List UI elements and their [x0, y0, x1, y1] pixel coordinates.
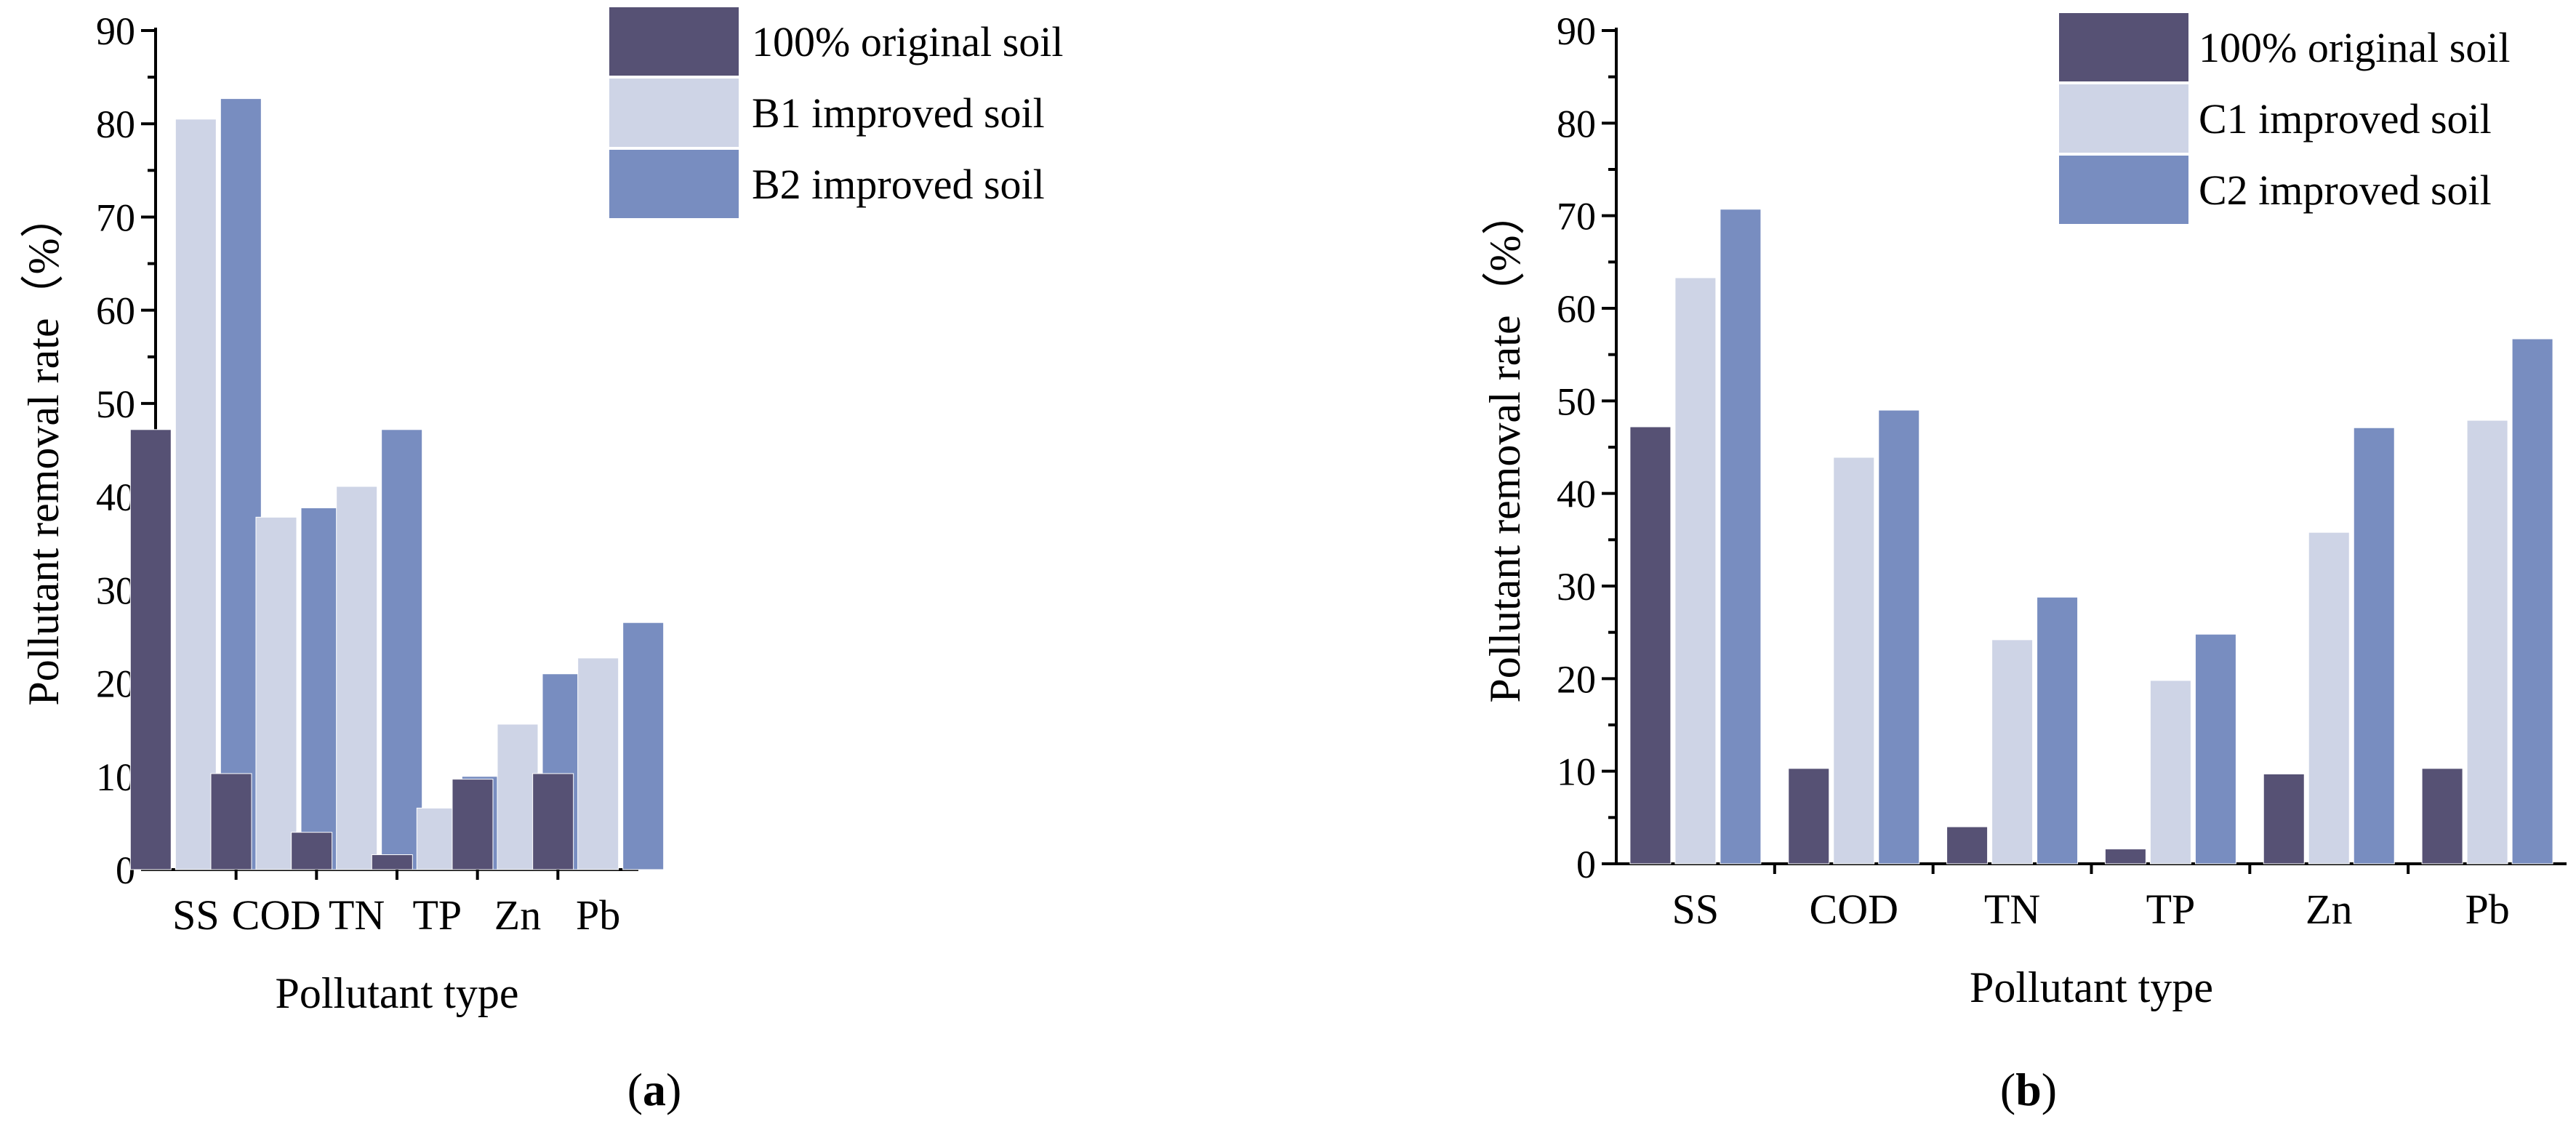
y-tick-label: 50 [96, 382, 135, 426]
legend-label: 100% original soil [2199, 24, 2511, 71]
bar-tp-series-3 [2194, 633, 2236, 865]
legend-label: C2 improved soil [2199, 167, 2492, 214]
y-tick-label: 70 [96, 196, 135, 239]
x-category-label: Zn [2306, 886, 2352, 933]
bar-tn-series-1 [291, 832, 333, 870]
x-category-label: COD [1810, 886, 1898, 933]
legend-swatch [609, 150, 739, 218]
x-category-label: TN [1984, 886, 2040, 933]
y-tick-label: 80 [1557, 102, 1596, 145]
y-tick-label: 30 [96, 569, 135, 612]
bar-ss-series-1 [1629, 426, 1672, 865]
y-tick-label: 10 [96, 755, 135, 799]
x-category-label: SS [172, 891, 220, 939]
bar-cod-series-1 [210, 773, 252, 870]
bar-cod-series-2 [255, 516, 297, 870]
y-tick-label: 0 [1576, 843, 1596, 886]
x-category-label: COD [232, 891, 321, 939]
x-category-label: TP [412, 891, 462, 939]
x-axis-title: Pollutant type [276, 969, 519, 1017]
chart-panel-b: 0 10 20 30 40 50 60 70 80 90 SS COD TN TP Zn Pb Pollutan… [1481, 9, 2567, 1115]
legend-swatch [2059, 84, 2188, 153]
bar-ss-series-1 [129, 429, 172, 870]
bar-cod-series-3 [300, 507, 342, 870]
y-tick-label: 80 [96, 103, 135, 146]
y-tick-label: 10 [1557, 750, 1596, 794]
bar-cod-series-1 [1788, 768, 1830, 865]
x-category-label: TN [329, 891, 385, 939]
legend-swatch [2059, 13, 2188, 81]
bar-pb-series-1 [2421, 768, 2463, 865]
bar-tp-series-2 [416, 807, 458, 870]
x-category-label: SS [1672, 886, 1720, 933]
y-tick-label: 60 [1557, 287, 1596, 331]
legend-label: B1 improved soil [752, 89, 1045, 137]
bar-zn-series-2 [497, 723, 539, 870]
bar-zn-series-1 [2263, 773, 2305, 865]
bar-zn-series-2 [2308, 532, 2350, 865]
x-axis-title: Pollutant type [1970, 963, 2213, 1011]
bar-cod-series-3 [1878, 409, 1920, 865]
bar-tp-series-1 [2104, 849, 2146, 865]
bar-tn-series-2 [336, 486, 378, 870]
panel-label: (a) [627, 1064, 682, 1115]
y-tick-label: 20 [96, 662, 135, 706]
bar-tn-series-3 [2037, 596, 2079, 865]
x-category-label: Zn [494, 891, 541, 939]
bar-zn-series-3 [2353, 427, 2395, 865]
y-tick-label: 90 [1557, 9, 1596, 53]
y-tick-label: 70 [1557, 195, 1596, 238]
x-category-label: Pb [2465, 886, 2509, 933]
bar-pb-series-3 [622, 622, 665, 870]
bar-ss-series-3 [1720, 209, 1762, 865]
bar-tn-series-1 [1946, 826, 1989, 865]
y-tick-label: 30 [1557, 565, 1596, 609]
legend-swatch [609, 79, 739, 147]
legend-label: B2 improved soil [752, 161, 1045, 208]
y-tick-label: 90 [96, 9, 135, 53]
y-axis-title: Pollutant removal rate（%） [1481, 191, 1529, 702]
y-axis-title: Pollutant removal rate（%） [20, 194, 68, 705]
bar-tn-series-2 [1991, 639, 2034, 865]
bar-tp-series-1 [371, 854, 413, 870]
panel-label: (b) [2000, 1064, 2057, 1115]
legend: 100% original soil C1 improved soil C2 imp… [2059, 13, 2511, 224]
y-tick-label: 40 [1557, 473, 1596, 516]
legend-swatch [2059, 156, 2188, 224]
bar-ss-series-3 [220, 98, 262, 870]
bar-pb-series-3 [2511, 338, 2553, 865]
y-tick-label: 20 [1557, 657, 1596, 701]
x-category-label: Pb [576, 891, 620, 939]
y-tick-label: 60 [96, 289, 135, 333]
bar-cod-series-2 [1833, 457, 1875, 865]
bar-pb-series-2 [2466, 420, 2508, 865]
bar-ss-series-2 [1674, 277, 1717, 865]
y-tick-label: 50 [1557, 380, 1596, 423]
legend-swatch [609, 7, 739, 76]
bar-pb-series-2 [577, 657, 619, 870]
y-tick-label: 40 [96, 476, 135, 519]
bar-tn-series-3 [381, 429, 423, 870]
bar-pb-series-1 [532, 773, 574, 870]
legend-label: 100% original soil [752, 18, 1064, 65]
bar-tp-series-2 [2149, 680, 2191, 865]
bar-ss-series-2 [174, 119, 217, 870]
bar-zn-series-1 [452, 779, 494, 870]
legend: 100% original soil B1 improved soil B2 imp… [609, 7, 1064, 218]
legend-label: C1 improved soil [2199, 95, 2492, 143]
x-category-label: TP [2146, 886, 2196, 933]
